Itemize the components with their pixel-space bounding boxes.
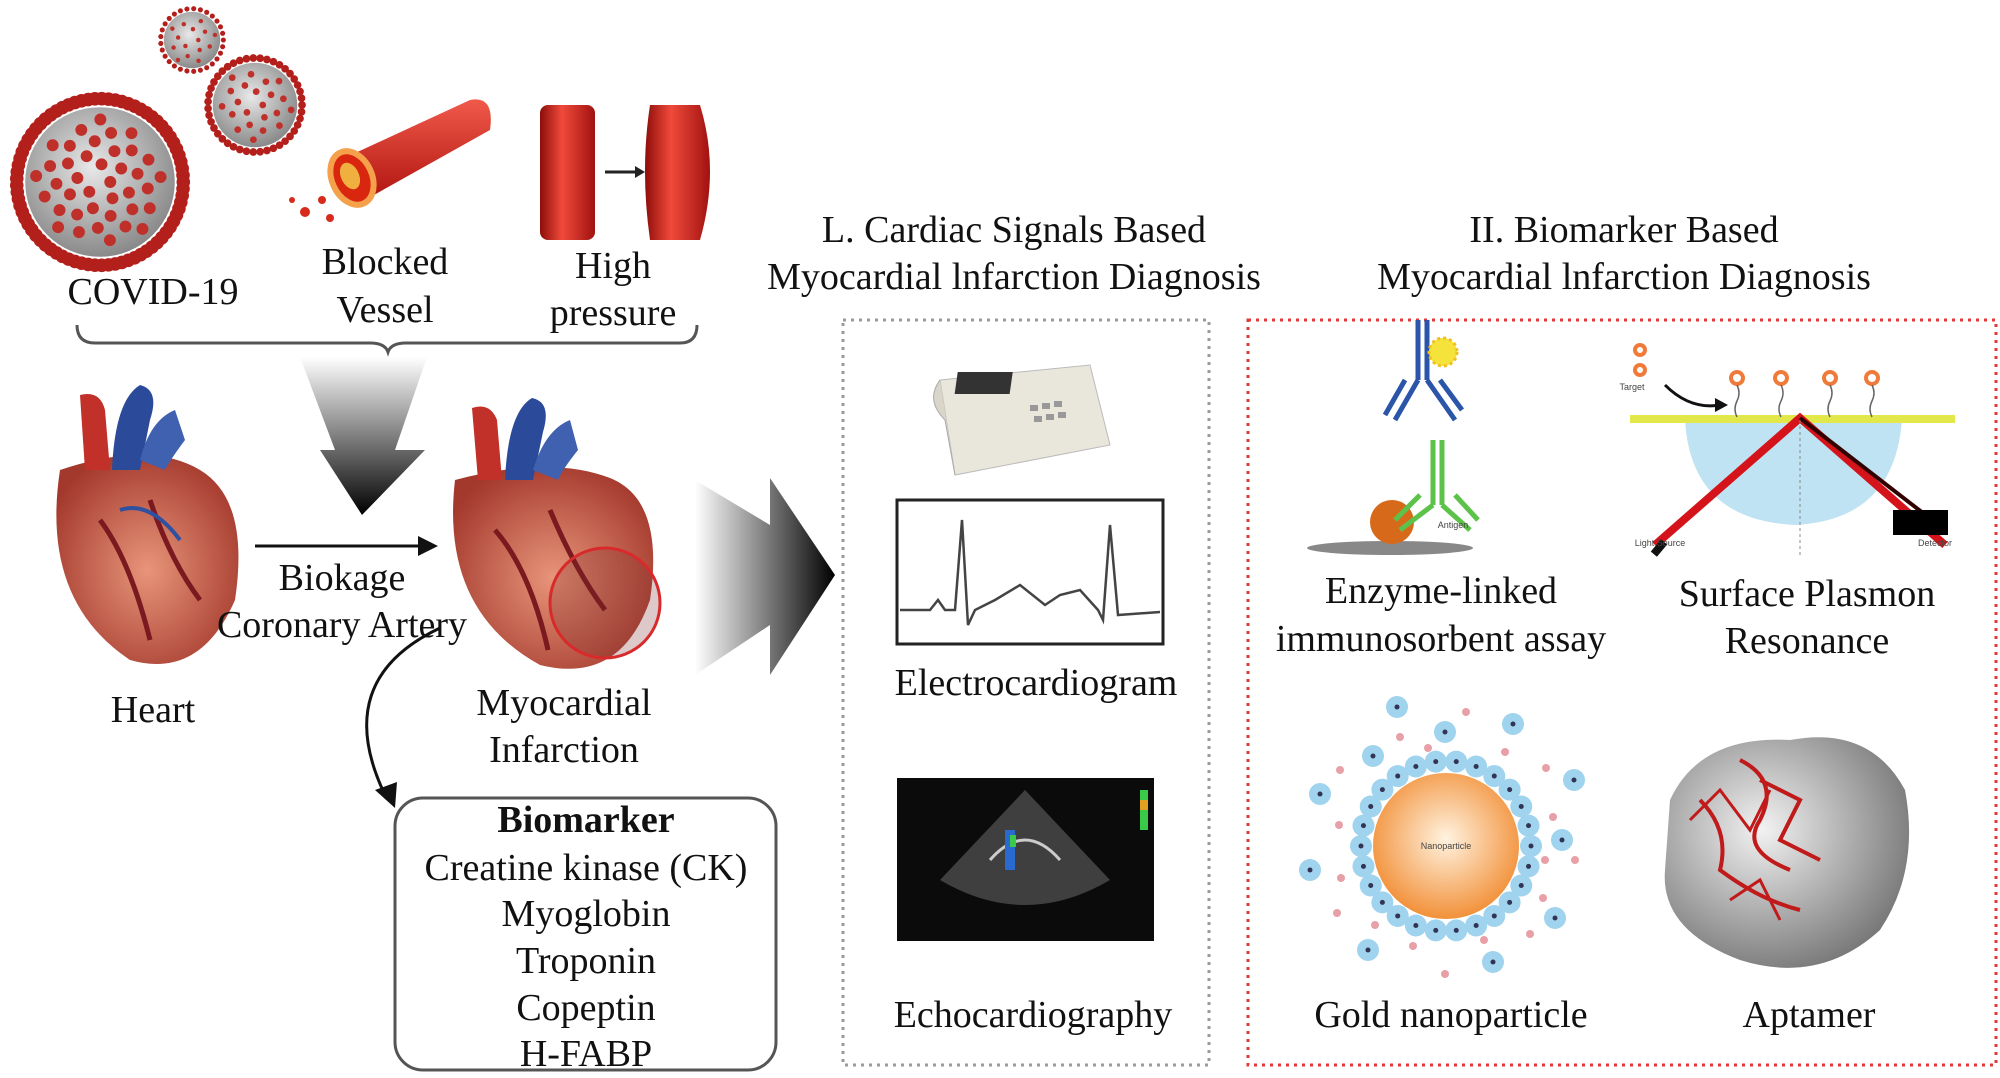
- elisa-illustration: Antigen: [1307, 320, 1480, 555]
- ecg-device-icon: [933, 364, 1111, 476]
- covid-virus-icon: [9, 6, 306, 273]
- antigen-label: Antigen: [1438, 520, 1469, 530]
- method-elisa-1: Enzyme-linked: [1325, 570, 1557, 612]
- section1-box: [841, 318, 1211, 1067]
- down-arrow-icon: [300, 357, 427, 515]
- high-pressure-label-1: High: [575, 245, 651, 287]
- method-spr-1: Surface Plasmon: [1679, 573, 1935, 615]
- gold-nanoparticle-illustration: Nanoparticle: [1299, 696, 1585, 978]
- blockage-label-1: Biokage: [279, 557, 406, 599]
- section2-title-2: Myocardial lnfarction Diagnosis: [1377, 256, 1871, 298]
- right-arrow-icon: [418, 536, 438, 556]
- method-spr-2: Resonance: [1725, 620, 1890, 662]
- section2-box: [1246, 318, 1998, 1067]
- biomarker-box: Biomarker Creatine kinase (CK) Myoglobin…: [393, 796, 778, 1075]
- light-source-label: Light Source: [1635, 538, 1686, 548]
- curved-arrow: [365, 626, 441, 796]
- section1-title-1: L. Cardiac Signals Based: [822, 209, 1206, 251]
- biomarker-item: Copeptin: [516, 987, 655, 1029]
- covid-label: COVID-19: [68, 271, 239, 313]
- blocked-vessel-icon: [289, 99, 491, 222]
- method-elisa-2: immunosorbent assay: [1276, 618, 1606, 660]
- blockage-label-2: Coronary Artery: [217, 604, 467, 646]
- method-aptamer: Aptamer: [1743, 994, 1876, 1036]
- biomarker-item: Troponin: [516, 940, 656, 982]
- section2-title-1: II. Biomarker Based: [1469, 209, 1778, 251]
- blocked-vessel-label-1: Blocked: [322, 241, 449, 283]
- heart-label: Heart: [111, 689, 196, 731]
- spr-illustration: Target Light Source Detector: [1619, 343, 1955, 557]
- nanoparticle-label: Nanoparticle: [1421, 841, 1472, 851]
- infarcted-heart-icon: [453, 398, 662, 669]
- biomarker-item: Creatine kinase (CK): [425, 847, 748, 889]
- echocardiography-image: [897, 778, 1154, 941]
- heart-icon: [56, 385, 239, 664]
- biomarker-title: Biomarker: [497, 799, 674, 841]
- grouping-brace: [75, 324, 699, 357]
- method-echocardiography: Echocardiography: [894, 994, 1173, 1036]
- detector-label: Detector: [1918, 538, 1952, 548]
- method-gold-nanoparticle: Gold nanoparticle: [1314, 994, 1587, 1036]
- target-label: Target: [1619, 382, 1645, 392]
- big-right-arrow-icon: [695, 478, 835, 675]
- high-pressure-icon: [540, 105, 710, 240]
- blocked-vessel-label-2: Vessel: [336, 289, 433, 331]
- high-pressure-label-2: pressure: [550, 292, 677, 334]
- ecg-waveform: [895, 498, 1165, 646]
- mi-label-2: Infarction: [489, 729, 639, 771]
- section1-title-2: Myocardial lnfarction Diagnosis: [767, 256, 1261, 298]
- aptamer-illustration: [1664, 737, 1910, 968]
- biomarker-item: H-FABP: [520, 1033, 652, 1075]
- biomarker-item: Myoglobin: [502, 893, 671, 935]
- method-electrocardiogram: Electrocardiogram: [895, 662, 1178, 704]
- mi-label-1: Myocardial: [476, 682, 651, 724]
